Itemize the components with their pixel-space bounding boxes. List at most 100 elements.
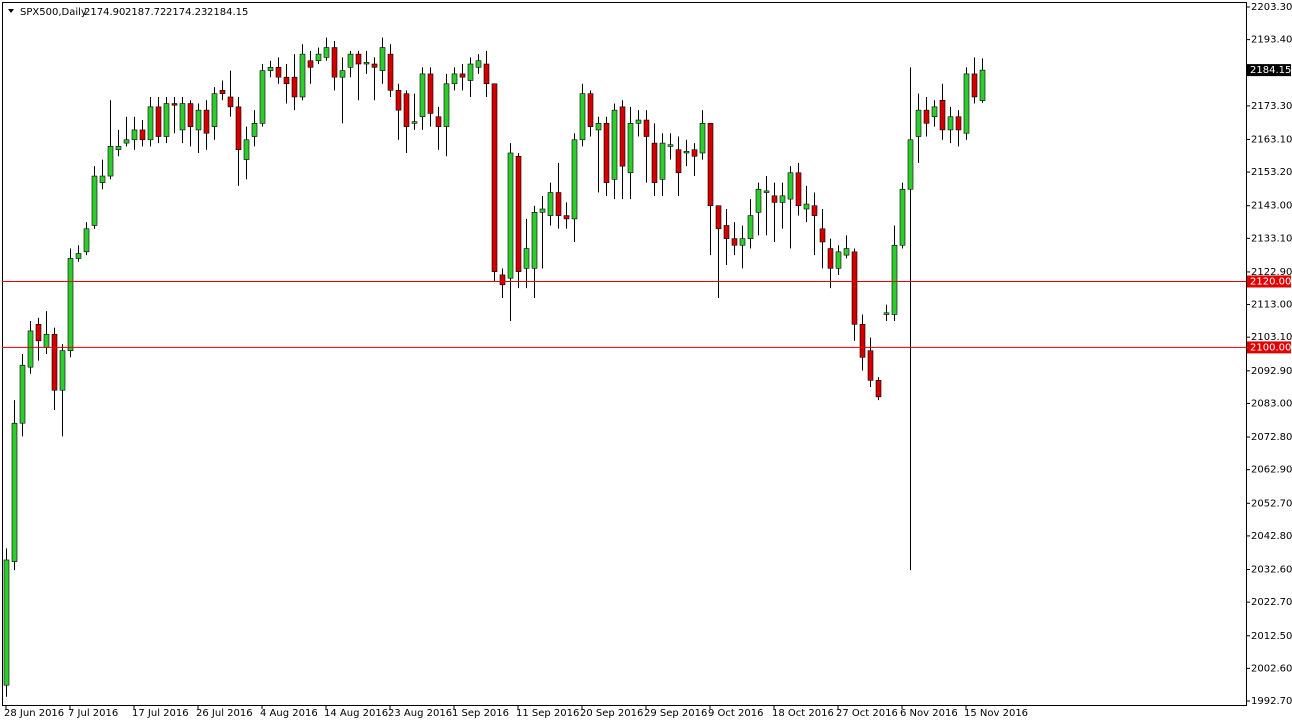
candle-body xyxy=(123,139,130,144)
candle-body xyxy=(427,73,434,114)
y-tick-label: 2092.90 xyxy=(1251,366,1292,377)
x-tick-label: 11 Sep 2016 xyxy=(516,708,579,719)
price-label: 2184.15 xyxy=(1250,65,1291,76)
candle-body xyxy=(763,190,770,193)
candle-body xyxy=(155,106,162,137)
candle-body xyxy=(483,63,490,85)
candle-body xyxy=(875,380,882,398)
candle-body xyxy=(843,248,850,256)
x-tick-label: 15 Nov 2016 xyxy=(964,708,1028,719)
y-tick-label: 2153.20 xyxy=(1251,167,1292,178)
candle-body xyxy=(835,251,842,269)
candle-body xyxy=(587,93,594,127)
candle-body xyxy=(683,151,690,154)
candle-body xyxy=(739,238,746,246)
candle-body xyxy=(51,333,58,391)
candle-body xyxy=(491,83,498,272)
candle-body xyxy=(323,47,330,58)
price-open: 2174.90 xyxy=(84,7,125,18)
x-tick-label: 23 Aug 2016 xyxy=(388,708,452,719)
candle-body xyxy=(331,47,338,78)
candle-body xyxy=(243,139,250,160)
y-tick-label: 2133.10 xyxy=(1251,233,1292,244)
candle-body xyxy=(419,73,426,118)
x-tick-label: 18 Oct 2016 xyxy=(772,708,834,719)
candle-body xyxy=(315,53,322,62)
candle-body xyxy=(611,109,618,180)
candle-body xyxy=(499,274,506,286)
candle-body xyxy=(859,324,866,358)
candle-body xyxy=(571,139,578,220)
candle-body xyxy=(755,188,762,213)
candle-body xyxy=(963,73,970,134)
candle-body xyxy=(715,205,722,230)
y-tick-label: 2122.90 xyxy=(1251,267,1292,278)
candle-body xyxy=(619,106,626,167)
candle-body xyxy=(195,109,202,131)
y-tick-label: 2032.60 xyxy=(1251,565,1292,576)
candle-body xyxy=(747,215,754,239)
x-tick-label: 6 Nov 2016 xyxy=(900,708,958,719)
candle-body xyxy=(667,144,674,147)
candle-body xyxy=(171,103,178,106)
candle-body xyxy=(291,76,298,98)
level-label: 2120.00 xyxy=(1250,277,1291,288)
candle-body xyxy=(443,83,450,127)
y-tick-label: 2083.00 xyxy=(1251,398,1292,409)
candle-body xyxy=(387,53,394,91)
candle-body xyxy=(67,258,74,352)
candle-body xyxy=(899,188,906,246)
candle-body xyxy=(699,123,706,154)
y-tick-label: 2052.70 xyxy=(1251,498,1292,509)
candle-body xyxy=(251,123,258,137)
level-label-box xyxy=(1247,275,1291,288)
x-tick-label: 9 Oct 2016 xyxy=(708,708,763,719)
candle-body xyxy=(3,559,10,686)
candle-body xyxy=(459,73,466,78)
candle-body xyxy=(827,248,834,269)
x-tick-label: 4 Aug 2016 xyxy=(260,708,318,719)
y-tick-label: 2143.00 xyxy=(1251,201,1292,212)
candle-body xyxy=(131,129,138,141)
candle-body xyxy=(675,149,682,174)
candle-body xyxy=(787,172,794,200)
candle-body xyxy=(779,195,786,203)
candle-body xyxy=(27,330,34,368)
candle-body xyxy=(355,53,362,65)
candle-body xyxy=(723,225,730,239)
candle-body xyxy=(411,121,418,124)
y-tick-label: 2072.80 xyxy=(1251,432,1292,443)
candle-body xyxy=(379,47,386,71)
candle-body xyxy=(219,90,226,94)
x-tick-label: 29 Sep 2016 xyxy=(644,708,707,719)
x-tick-label: 14 Aug 2016 xyxy=(324,708,388,719)
candle-body xyxy=(867,350,874,381)
x-tick-label: 28 Jun 2016 xyxy=(4,708,64,719)
candle-body xyxy=(11,422,18,562)
candle-body xyxy=(651,142,658,183)
y-tick-label: 2103.10 xyxy=(1251,332,1292,343)
candle-body xyxy=(99,175,106,183)
candle-body xyxy=(259,70,266,124)
candle-body xyxy=(451,73,458,85)
candle-body xyxy=(891,244,898,315)
candle-body xyxy=(731,238,738,246)
candle-body xyxy=(915,109,922,137)
candle-body xyxy=(811,205,818,216)
x-tick-label: 26 Jul 2016 xyxy=(196,708,253,719)
price-close: 2184.15 xyxy=(207,7,248,18)
x-tick-label: 17 Jul 2016 xyxy=(132,708,189,719)
candle-body xyxy=(363,62,370,65)
candle-body xyxy=(139,129,146,141)
y-tick-label: 2113.00 xyxy=(1251,300,1292,311)
candle-body xyxy=(539,208,546,213)
x-tick-label: 27 Oct 2016 xyxy=(836,708,898,719)
candle-body xyxy=(35,324,42,342)
candle-body xyxy=(283,76,290,85)
candle-body xyxy=(563,215,570,220)
candle-body xyxy=(267,67,274,71)
candle-body xyxy=(59,350,66,391)
candle-body xyxy=(531,212,538,269)
candle-body xyxy=(179,103,186,131)
candle-body xyxy=(299,53,306,98)
